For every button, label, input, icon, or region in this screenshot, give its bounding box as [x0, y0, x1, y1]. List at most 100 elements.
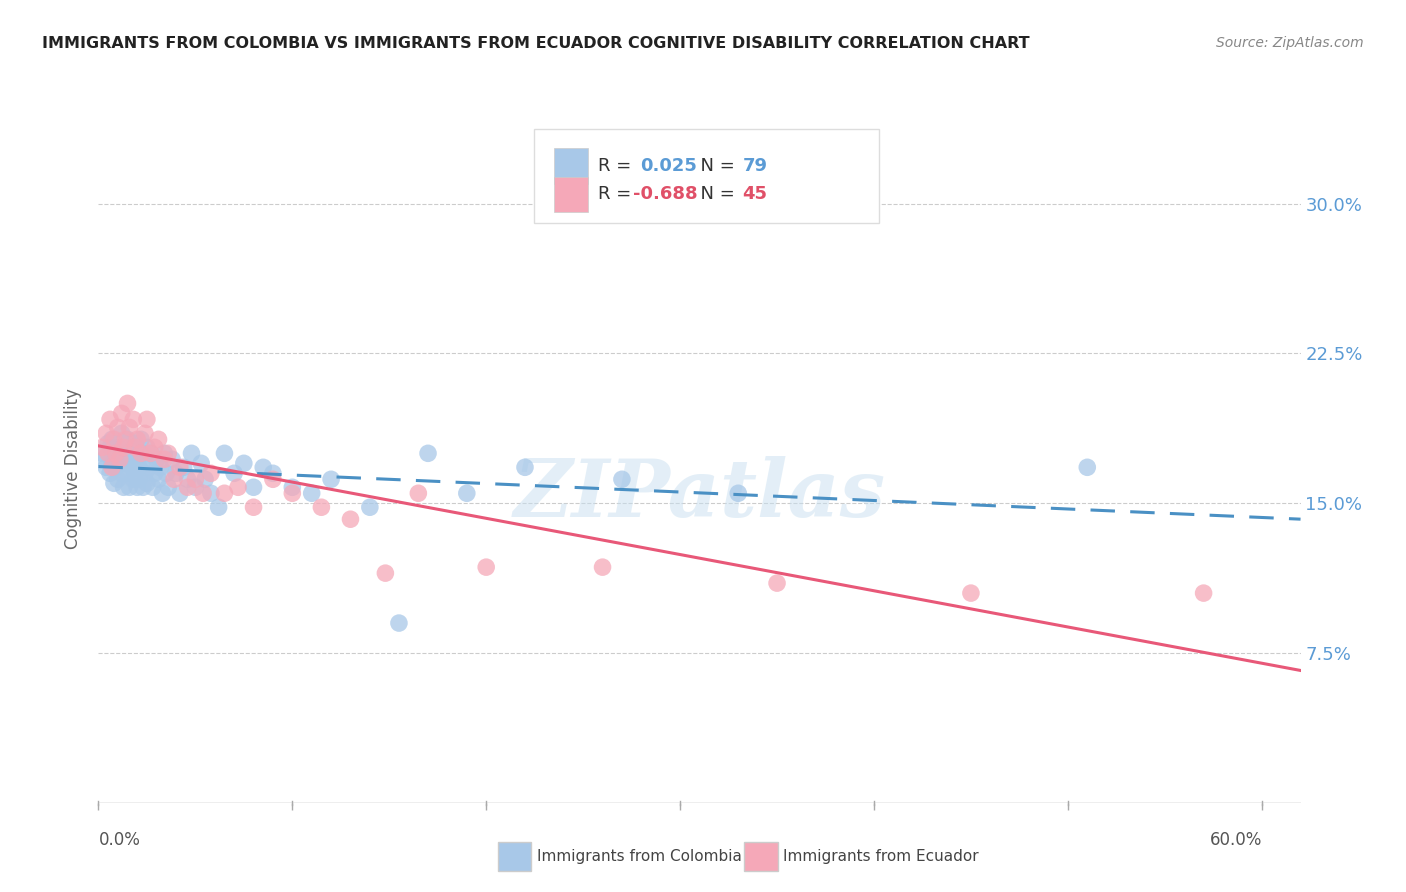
Point — [242, 480, 264, 494]
Point — [107, 472, 129, 486]
Point — [128, 472, 150, 486]
Point — [173, 460, 195, 475]
Text: Immigrants from Colombia: Immigrants from Colombia — [537, 849, 742, 863]
Point — [359, 500, 381, 515]
Point — [339, 512, 361, 526]
Point — [91, 440, 114, 454]
Point — [149, 460, 172, 475]
Point — [111, 467, 134, 481]
Point — [118, 420, 141, 434]
Point — [117, 433, 139, 447]
Point — [96, 426, 118, 441]
Point — [129, 433, 152, 447]
Point — [118, 446, 141, 460]
Point — [98, 467, 121, 481]
Point — [169, 460, 191, 475]
Point — [592, 560, 614, 574]
Point — [1192, 586, 1215, 600]
Point — [194, 472, 217, 486]
Point — [117, 467, 139, 481]
Point — [112, 446, 135, 460]
Point — [157, 480, 180, 494]
Point — [124, 467, 146, 481]
Text: N =: N = — [689, 186, 741, 203]
Point — [176, 480, 198, 494]
Point — [93, 452, 115, 467]
Point — [128, 460, 150, 475]
Point — [107, 420, 129, 434]
Point — [163, 472, 186, 486]
Point — [108, 452, 131, 467]
Point — [610, 472, 633, 486]
Point — [103, 476, 125, 491]
Point — [252, 460, 274, 475]
Point — [184, 480, 207, 494]
Point — [226, 480, 249, 494]
Point — [148, 472, 170, 486]
Point — [727, 486, 749, 500]
Point — [97, 436, 120, 450]
Point — [191, 486, 214, 500]
Point — [127, 452, 149, 467]
Point — [134, 467, 156, 481]
Point — [96, 460, 118, 475]
Point — [153, 452, 176, 467]
Point — [301, 486, 323, 500]
Point — [129, 446, 152, 460]
Point — [101, 433, 124, 447]
Text: 60.0%: 60.0% — [1209, 831, 1261, 849]
Point — [169, 486, 191, 500]
Point — [124, 440, 146, 454]
Point — [135, 440, 157, 454]
Text: Immigrants from Ecuador: Immigrants from Ecuador — [783, 849, 979, 863]
Point — [281, 480, 304, 494]
Point — [111, 406, 134, 420]
Point — [766, 576, 789, 591]
Text: 0.025: 0.025 — [640, 157, 696, 175]
Point — [214, 446, 236, 460]
Point — [139, 446, 162, 460]
Point — [118, 480, 141, 494]
Point — [242, 500, 264, 515]
Point — [107, 440, 129, 454]
Point — [200, 467, 222, 481]
Point — [374, 566, 396, 581]
Point — [101, 456, 124, 470]
Text: N =: N = — [689, 157, 741, 175]
Point — [122, 440, 145, 454]
Point — [513, 460, 536, 475]
Point — [112, 480, 135, 494]
Point — [224, 467, 246, 481]
Point — [208, 500, 231, 515]
Point — [262, 467, 284, 481]
Point — [120, 452, 142, 467]
Point — [214, 486, 236, 500]
Point — [97, 446, 120, 460]
Point — [160, 452, 183, 467]
Point — [98, 412, 121, 426]
Point — [184, 472, 207, 486]
Point — [1076, 460, 1098, 475]
Point — [408, 486, 430, 500]
Point — [127, 433, 149, 447]
Text: 45: 45 — [742, 186, 768, 203]
Point — [145, 452, 167, 467]
Point — [134, 426, 156, 441]
Text: R =: R = — [598, 186, 637, 203]
Point — [148, 433, 170, 447]
Text: R =: R = — [598, 157, 637, 175]
Point — [157, 446, 180, 460]
Point — [91, 446, 114, 460]
Point — [960, 586, 983, 600]
Point — [152, 486, 174, 500]
Point — [124, 436, 146, 450]
Text: 0.0%: 0.0% — [98, 831, 141, 849]
Point — [319, 472, 342, 486]
Point — [135, 412, 157, 426]
Point — [232, 456, 254, 470]
Text: -0.688: -0.688 — [633, 186, 697, 203]
Point — [104, 460, 127, 475]
Point — [138, 460, 160, 475]
Point — [143, 467, 166, 481]
Point — [281, 486, 304, 500]
